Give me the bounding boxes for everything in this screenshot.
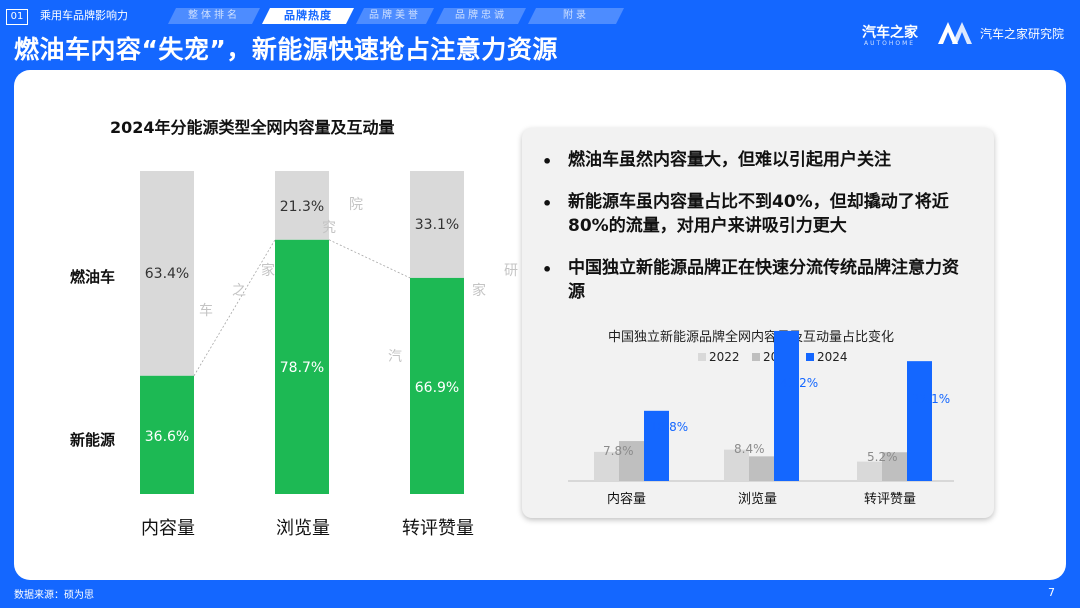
category-label: 浏览量	[276, 518, 330, 539]
category-label: 内容量	[141, 518, 195, 539]
page-title: 燃油车内容“失宠”，新能源快速抢占注意力资源	[14, 35, 558, 64]
insight-card: • 燃油车虽然内容量大，但难以引起用户关注 • 新能源车虽内容量占比不到40%，…	[522, 128, 994, 518]
bar-2022	[857, 461, 882, 481]
watermark-char: 之	[232, 283, 246, 299]
section-number: 01	[6, 9, 28, 25]
insight-text: 中国独立新能源品牌正在快速分流传统品牌注意力资源	[568, 258, 959, 302]
watermark-char: 车	[199, 303, 213, 319]
data-label: 40.2%	[780, 376, 819, 390]
data-label: 7.8%	[603, 444, 634, 458]
bar-nev	[275, 239, 329, 494]
watermark-char: 家	[261, 263, 275, 279]
bullet-icon: •	[542, 260, 553, 279]
legend-item: 2024	[806, 350, 848, 364]
category-label: 转评赞量	[864, 492, 917, 507]
bar-fuel	[275, 171, 329, 240]
top-nav: 01 乘用车品牌影响力 整体排名 品牌热度 品牌美誉 品牌忠诚 附录	[0, 6, 640, 26]
row-label-fuel: 燃油车	[70, 268, 116, 286]
data-source: 数据来源：硕为思	[14, 590, 94, 601]
watermark-char: 究	[322, 220, 336, 236]
data-label: 66.9%	[414, 380, 460, 396]
grouped-chart-title: 中国独立新能源品牌全网内容量及互动量占比变化	[608, 330, 895, 345]
legend-item: 2022	[698, 350, 740, 364]
category-label: 内容量	[607, 492, 647, 507]
bar-2024	[774, 330, 799, 481]
content-panel: 2024年分能源类型全网内容量及互动量 燃油车 新能源 内容量 浏览量 转评赞量…	[14, 70, 1066, 580]
bar-2023	[749, 456, 774, 481]
data-label: 36.6%	[144, 429, 190, 445]
bar-nev	[410, 277, 464, 494]
institute-logo-icon	[938, 22, 972, 44]
category-label: 浏览量	[738, 492, 778, 507]
tab-appendix[interactable]: 附录	[528, 8, 624, 24]
data-label: 8.4%	[734, 442, 765, 456]
insight-text: 燃油车虽然内容量大，但难以引起用户关注	[568, 150, 891, 170]
tab-brand-heat[interactable]: 品牌热度	[262, 8, 354, 24]
data-label: 21.3%	[279, 199, 325, 215]
stacked-chart-title: 2024年分能源类型全网内容量及互动量	[110, 118, 395, 137]
bar-2023	[619, 441, 644, 481]
data-label: 33.1%	[414, 217, 460, 233]
insight-text: 新能源车虽内容量占比不到40%，但却撬动了将近80%的流量，对用户来讲吸引力更大	[568, 192, 949, 236]
bullet-icon: •	[542, 152, 553, 171]
autohome-logo-sub: AUTOHOME	[864, 40, 916, 47]
watermark-char: 家	[472, 283, 486, 299]
page-number: 7	[1048, 586, 1055, 599]
watermark-char: 研	[504, 263, 518, 279]
institute-name: 汽车之家研究院	[980, 27, 1065, 41]
tab-brand-loyalty[interactable]: 品牌忠诚	[436, 8, 526, 24]
stacked-bar-chart	[140, 171, 464, 494]
bar-fuel	[410, 171, 464, 278]
data-label: 18.8%	[650, 420, 689, 434]
autohome-logo: 汽车之家	[862, 25, 918, 41]
bar-nev	[140, 375, 194, 494]
bar-2022	[724, 449, 749, 481]
bar-2022	[594, 451, 619, 481]
bar-2024	[907, 361, 932, 481]
row-label-nev: 新能源	[70, 431, 116, 449]
bullet-icon: •	[542, 194, 553, 213]
category-label: 转评赞量	[402, 518, 474, 539]
bar-2023	[882, 452, 907, 481]
data-label: 78.7%	[279, 360, 325, 376]
connector-line	[328, 239, 411, 279]
data-label: 63.4%	[144, 266, 190, 282]
watermark-char: 院	[349, 197, 363, 213]
data-label: 5.2%	[867, 450, 898, 464]
tab-overall-ranking[interactable]: 整体排名	[168, 8, 260, 24]
bar-2024	[644, 410, 669, 481]
bar-fuel	[140, 171, 194, 376]
tab-brand-reputation[interactable]: 品牌美誉	[356, 8, 434, 24]
data-label: 32.1%	[912, 392, 951, 406]
section-title: 乘用车品牌影响力	[40, 9, 128, 22]
watermark-char: 汽	[388, 349, 402, 365]
grouped-bar-chart	[568, 330, 954, 482]
